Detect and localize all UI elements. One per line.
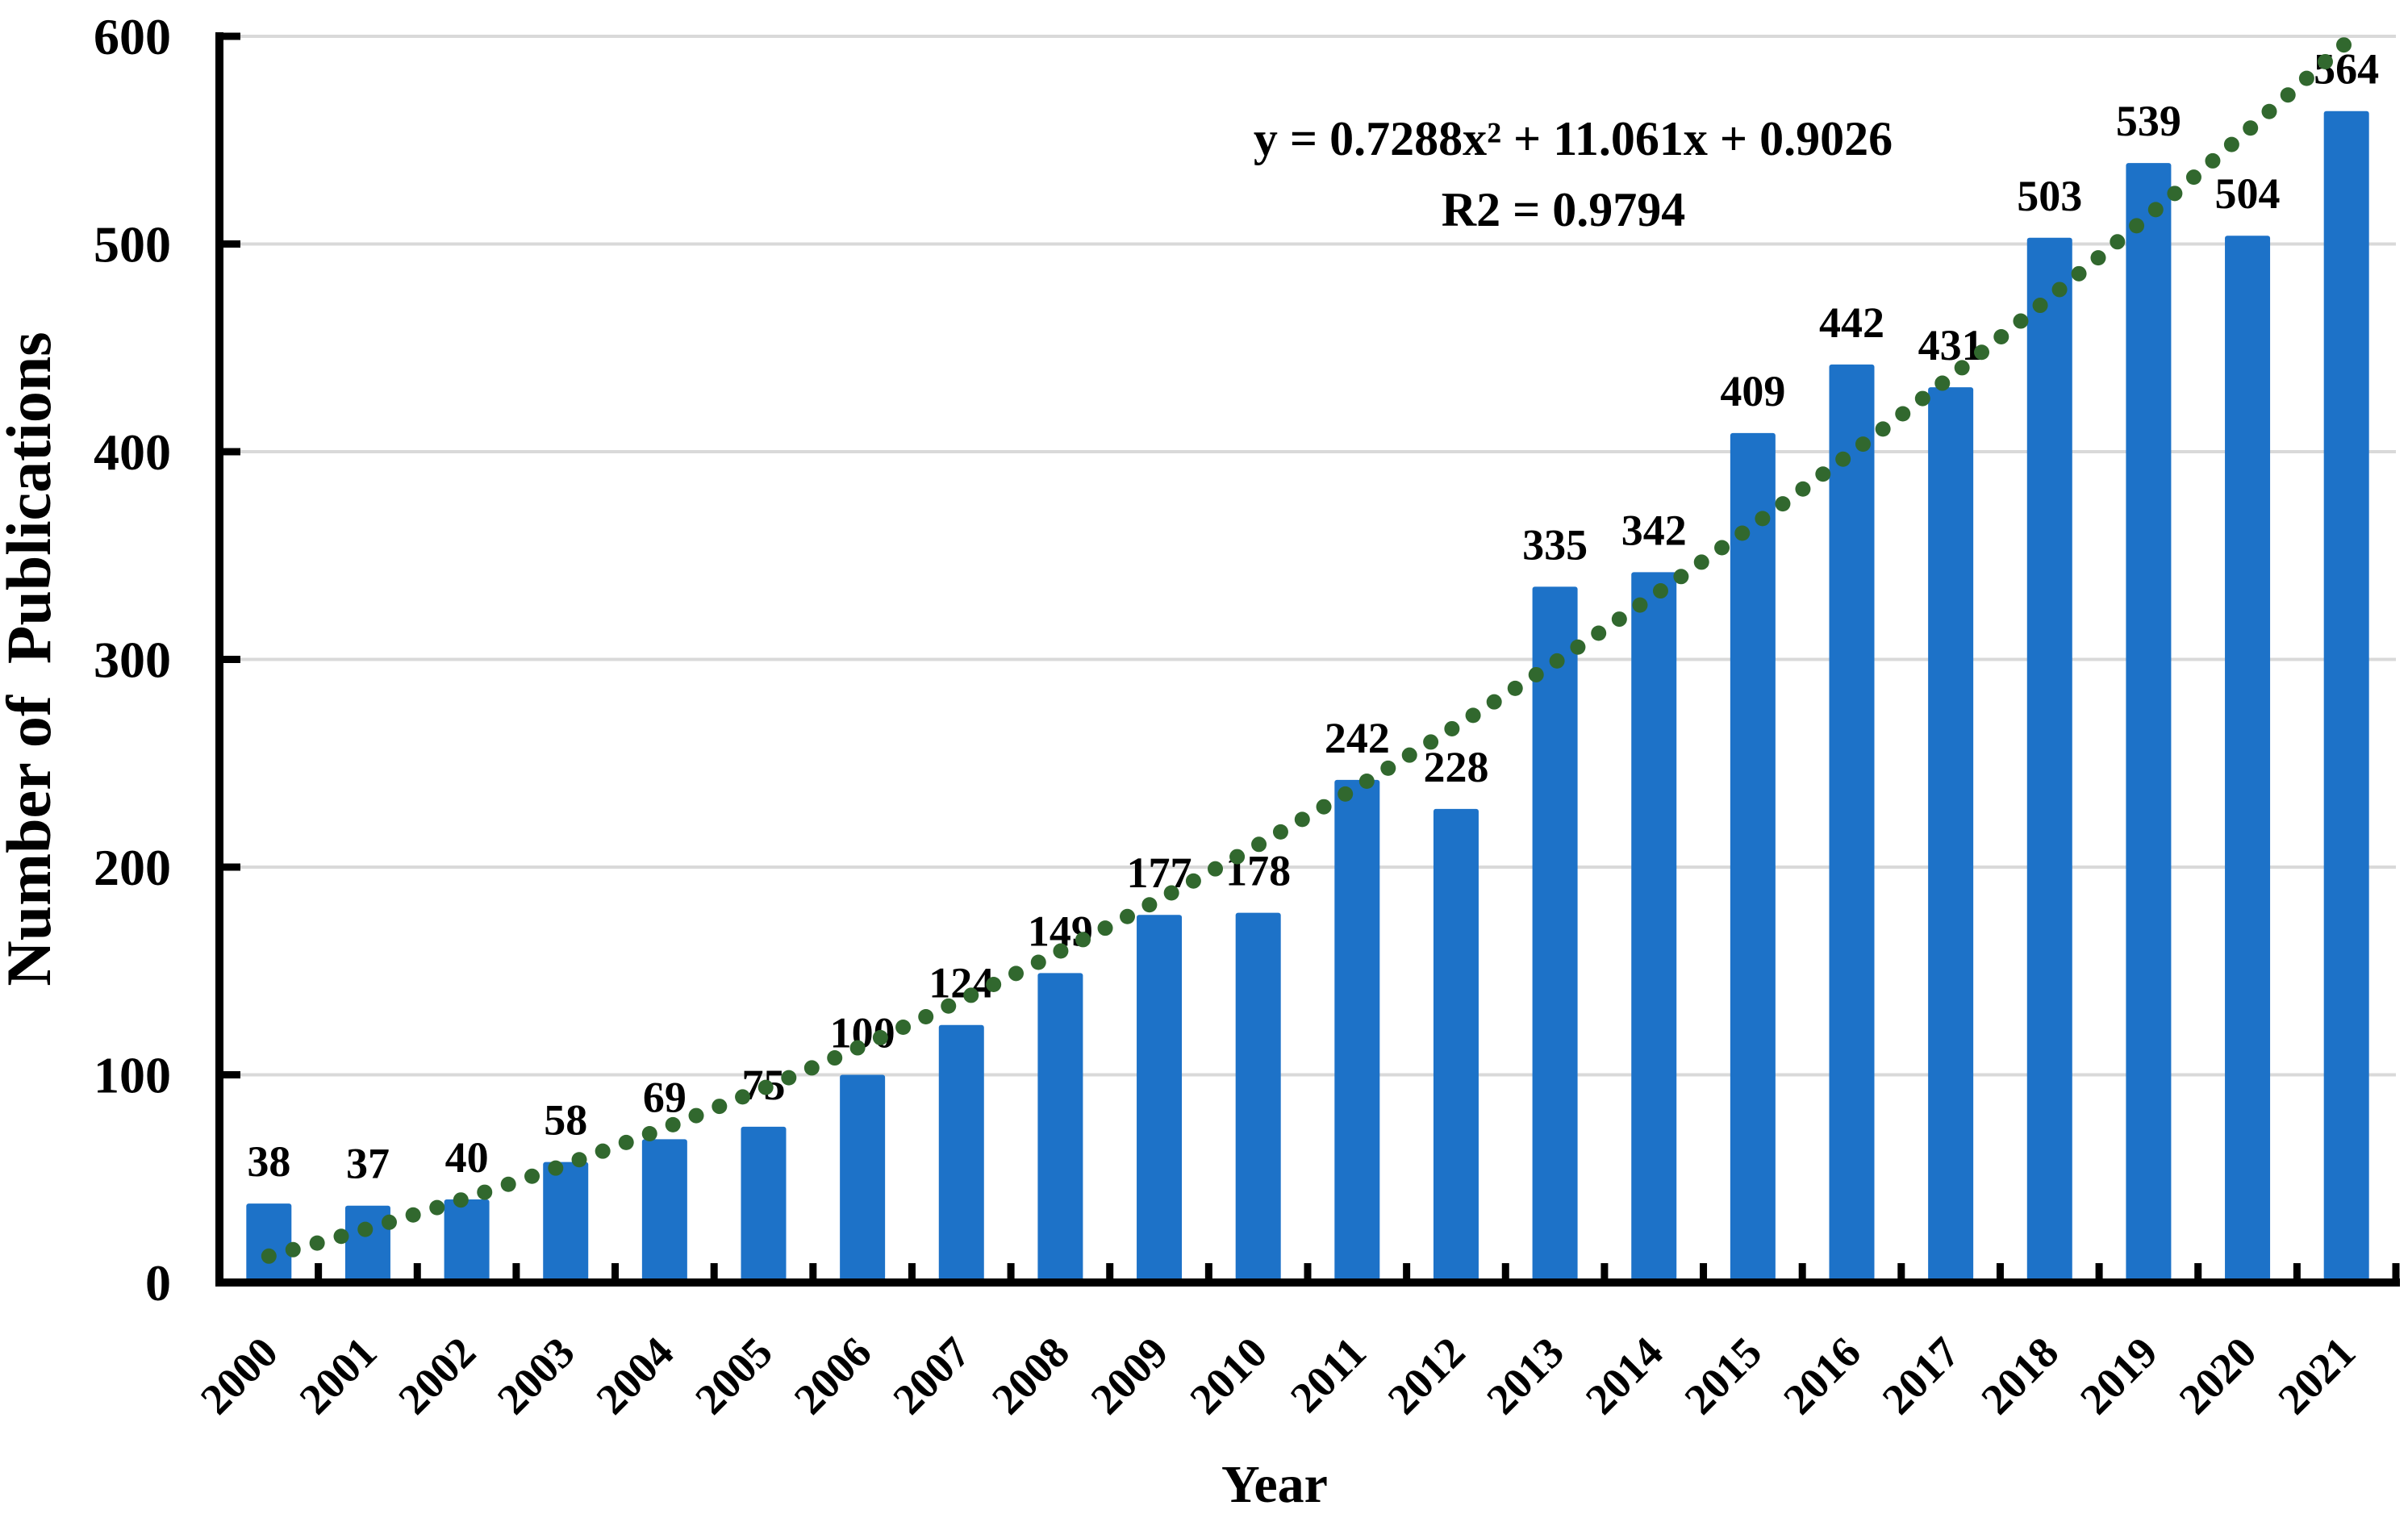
bar-2013 bbox=[1532, 586, 1578, 1283]
trendline-equation-text: y = 0.7288x² + 11.061x + 0.9026 bbox=[1254, 112, 1893, 165]
bar-2006 bbox=[840, 1074, 886, 1283]
bar-label-2003: 58 bbox=[544, 1096, 587, 1145]
trendline-group bbox=[261, 35, 2355, 1264]
bar-label-2013: 335 bbox=[1522, 520, 1588, 569]
bar-label-2009: 177 bbox=[1127, 849, 1192, 897]
x-tick-label-2010: 2010 bbox=[1180, 1328, 1276, 1424]
x-tick-label-2005: 2005 bbox=[686, 1328, 782, 1424]
x-tick-label-2002: 2002 bbox=[389, 1328, 485, 1424]
polynomial-trendline bbox=[261, 35, 2355, 1264]
x-tick-label-2011: 2011 bbox=[1281, 1328, 1375, 1422]
x-tick-label-2001: 2001 bbox=[290, 1328, 386, 1424]
x-tick-label-2017: 2017 bbox=[1873, 1328, 1969, 1424]
bar-label-2021: 564 bbox=[2314, 45, 2379, 94]
bar-2007 bbox=[938, 1024, 984, 1283]
y-tick-label-300: 300 bbox=[94, 632, 171, 689]
bar-label-2012: 228 bbox=[1423, 743, 1488, 791]
x-tick-label-2000: 2000 bbox=[191, 1328, 287, 1424]
bar-2000 bbox=[246, 1203, 292, 1283]
x-tick-label-2014: 2014 bbox=[1576, 1328, 1672, 1424]
bar-2017 bbox=[1928, 387, 1974, 1283]
x-tick-label-2009: 2009 bbox=[1082, 1328, 1178, 1424]
bar-label-2014: 342 bbox=[1621, 506, 1687, 554]
bar-2014 bbox=[1631, 572, 1677, 1283]
bar-label-2018: 503 bbox=[2017, 172, 2082, 220]
bar-label-2017: 431 bbox=[1918, 321, 1984, 369]
x-tick-label-2006: 2006 bbox=[785, 1328, 881, 1424]
bar-label-2002: 40 bbox=[445, 1133, 489, 1182]
bars-group bbox=[246, 111, 2369, 1283]
bar-2010 bbox=[1235, 912, 1281, 1283]
bar-label-2001: 37 bbox=[346, 1140, 390, 1188]
y-tick-label-600: 600 bbox=[94, 8, 171, 65]
x-tick-label-2015: 2015 bbox=[1676, 1328, 1772, 1424]
bar-2019 bbox=[2126, 163, 2172, 1283]
x-tick-label-2021: 2021 bbox=[2268, 1328, 2364, 1424]
x-tick-label-2019: 2019 bbox=[2071, 1328, 2167, 1424]
bar-2001 bbox=[344, 1205, 390, 1283]
bar-2003 bbox=[543, 1162, 589, 1283]
x-tick-label-2008: 2008 bbox=[983, 1328, 1079, 1424]
bar-2008 bbox=[1037, 973, 1083, 1283]
y-tick-label-100: 100 bbox=[94, 1047, 171, 1104]
y-tick-label-0: 0 bbox=[145, 1254, 171, 1312]
bar-2002 bbox=[444, 1199, 490, 1283]
y-axis-tick-labels: 0 100 200 300 400 500 600 bbox=[94, 8, 171, 1312]
bar-2012 bbox=[1433, 808, 1479, 1283]
x-tick-label-2007: 2007 bbox=[883, 1328, 979, 1424]
bar-label-2007: 124 bbox=[929, 959, 994, 1007]
bar-2011 bbox=[1334, 779, 1380, 1283]
bar-2009 bbox=[1137, 915, 1183, 1283]
bar-2005 bbox=[741, 1126, 787, 1283]
x-tick-label-2013: 2013 bbox=[1477, 1328, 1573, 1424]
bar-2004 bbox=[641, 1139, 687, 1283]
bar-label-2011: 242 bbox=[1325, 714, 1390, 762]
x-tick-label-2018: 2018 bbox=[1972, 1328, 2068, 1424]
y-tick-label-200: 200 bbox=[94, 839, 171, 896]
bar-label-2000: 38 bbox=[247, 1137, 290, 1186]
bar-2018 bbox=[2026, 237, 2072, 1283]
x-tick-label-2016: 2016 bbox=[1774, 1328, 1870, 1424]
bar-2015 bbox=[1730, 432, 1776, 1283]
y-tick-label-500: 500 bbox=[94, 216, 171, 273]
y-tick-label-400: 400 bbox=[94, 423, 171, 481]
bar-label-2004: 69 bbox=[643, 1073, 687, 1121]
bar-label-2016: 442 bbox=[1819, 298, 1884, 347]
axes-group bbox=[215, 32, 2400, 1287]
x-tick-label-2003: 2003 bbox=[488, 1328, 584, 1424]
x-axis-title: Year bbox=[1221, 1455, 1328, 1514]
bar-2016 bbox=[1829, 364, 1875, 1283]
x-tick-label-2020: 2020 bbox=[2170, 1328, 2266, 1424]
y-axis-title: Number of Publications bbox=[0, 332, 64, 986]
bar-2021 bbox=[2323, 111, 2369, 1283]
x-tick-label-2004: 2004 bbox=[587, 1328, 683, 1424]
bar-label-2015: 409 bbox=[1720, 367, 1785, 415]
x-axis-tick-labels: 2000 2001 2002 2003 2004 2005 2006 2007 2008 2009… bbox=[191, 1328, 2364, 1424]
x-tick-label-2012: 2012 bbox=[1379, 1328, 1475, 1424]
bar-2020 bbox=[2225, 236, 2271, 1283]
bar-label-2019: 539 bbox=[2116, 97, 2181, 145]
bar-label-2020: 504 bbox=[2215, 169, 2281, 218]
r-squared-text: R2 = 0.9794 bbox=[1442, 183, 1686, 236]
